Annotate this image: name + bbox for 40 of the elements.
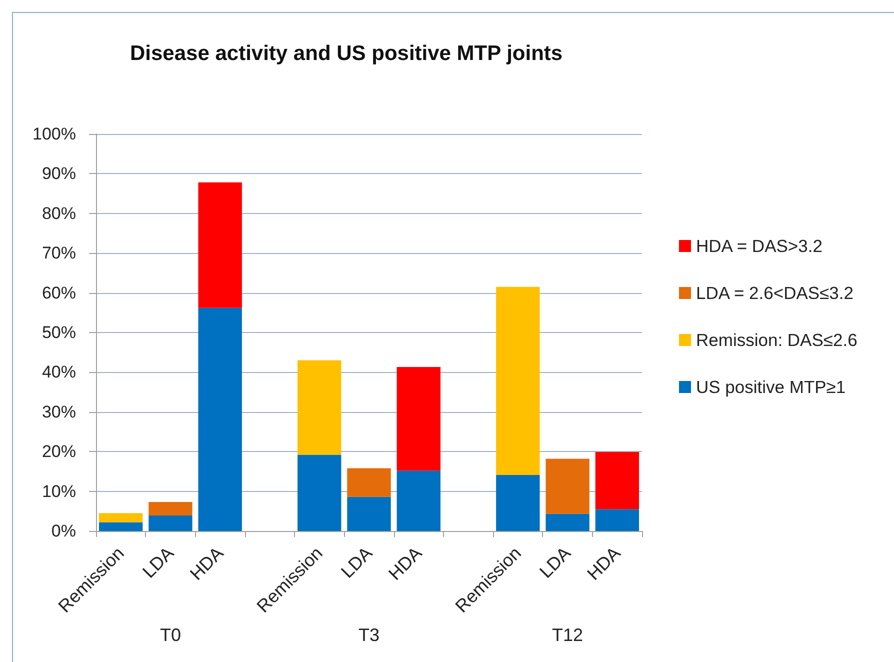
bar (148, 516, 192, 531)
y-tick-label: 70% (42, 244, 76, 263)
y-tick-label: 50% (42, 323, 76, 342)
y-tick-label: 40% (42, 362, 76, 382)
y-tick-label: 30% (42, 402, 76, 422)
x-tick-label: LDA (337, 542, 376, 582)
legend-label: US positive MTP≥1 (696, 377, 846, 397)
y-tick-label: 80% (42, 204, 76, 223)
bar (198, 182, 242, 308)
text: T12 (552, 625, 584, 645)
bar (396, 367, 440, 471)
y-tick-label: 0% (51, 522, 76, 540)
text: T0 (160, 625, 181, 645)
y-tick-label: 20% (42, 442, 76, 462)
x-tick-label: LDA (536, 542, 575, 582)
bar (198, 308, 242, 531)
bar (595, 509, 640, 531)
legend-label: HDA = DAS>3.2 (696, 236, 822, 256)
text: T3 (358, 625, 380, 645)
bar (546, 458, 590, 514)
bar (496, 286, 540, 476)
legend-label: Remission: DAS≤2.6 (696, 330, 858, 350)
bar (595, 452, 640, 510)
bar (347, 496, 391, 531)
y-tick-label: 90% (42, 164, 76, 184)
y-tick-label: 10% (42, 482, 76, 501)
bar (496, 475, 540, 531)
legend-label: LDA = 2.6<DAS≤3.2 (696, 283, 854, 303)
bar (98, 522, 143, 531)
y-tick-label: 100% (32, 124, 76, 144)
bar (298, 360, 342, 455)
chart-title: Disease activity and US positive MTP joints (130, 42, 563, 65)
y-tick-label: 60% (42, 283, 76, 302)
bar (396, 470, 440, 531)
bar (546, 514, 590, 531)
x-tick-label: LDA (138, 542, 178, 582)
bar (148, 502, 192, 516)
bar (298, 454, 342, 531)
bar (98, 513, 143, 522)
bar (347, 468, 391, 497)
